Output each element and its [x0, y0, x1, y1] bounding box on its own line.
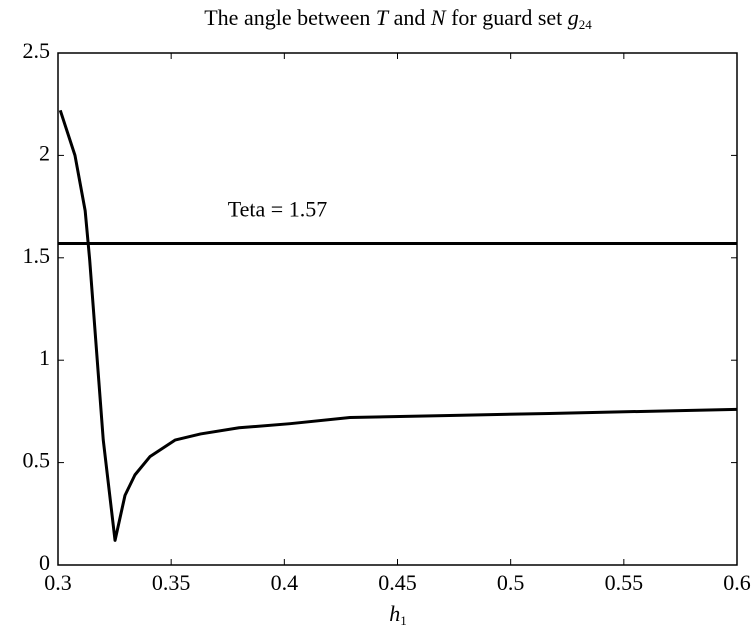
y-tick-label: 0.5 [23, 448, 51, 473]
reference-label: Teta = 1.57 [228, 197, 327, 222]
data-line [58, 109, 738, 542]
title-part: g [568, 5, 579, 30]
title-part: T [376, 5, 390, 30]
chart-title: The angle between T and N for guard set … [204, 5, 592, 32]
x-tick-label: 0.6 [723, 570, 751, 595]
x-tick-label: 0.5 [497, 570, 525, 595]
plot-frame [57, 52, 738, 566]
x-tick-label: 0.3 [44, 570, 72, 595]
title-part: and [388, 5, 431, 30]
x-tick-label: 0.45 [378, 570, 417, 595]
y-tick-label: 2 [39, 140, 50, 165]
x-tick-label: 0.55 [605, 570, 644, 595]
y-tick-label: 1.5 [23, 243, 51, 268]
y-tick-label: 0 [39, 550, 50, 575]
title-part: The angle between [204, 5, 376, 30]
x-tick-label: 0.4 [271, 570, 299, 595]
x-tick-label: 0.35 [152, 570, 191, 595]
title-part: N [430, 5, 447, 30]
y-tick-label: 2.5 [23, 38, 51, 63]
x-axis-label: h1 [389, 601, 407, 628]
xlabel-part: 1 [400, 613, 407, 628]
title-part: for guard set [446, 5, 568, 30]
xlabel-part: h [389, 601, 400, 626]
y-tick-label: 1 [39, 345, 50, 370]
title-part: 24 [579, 17, 593, 32]
